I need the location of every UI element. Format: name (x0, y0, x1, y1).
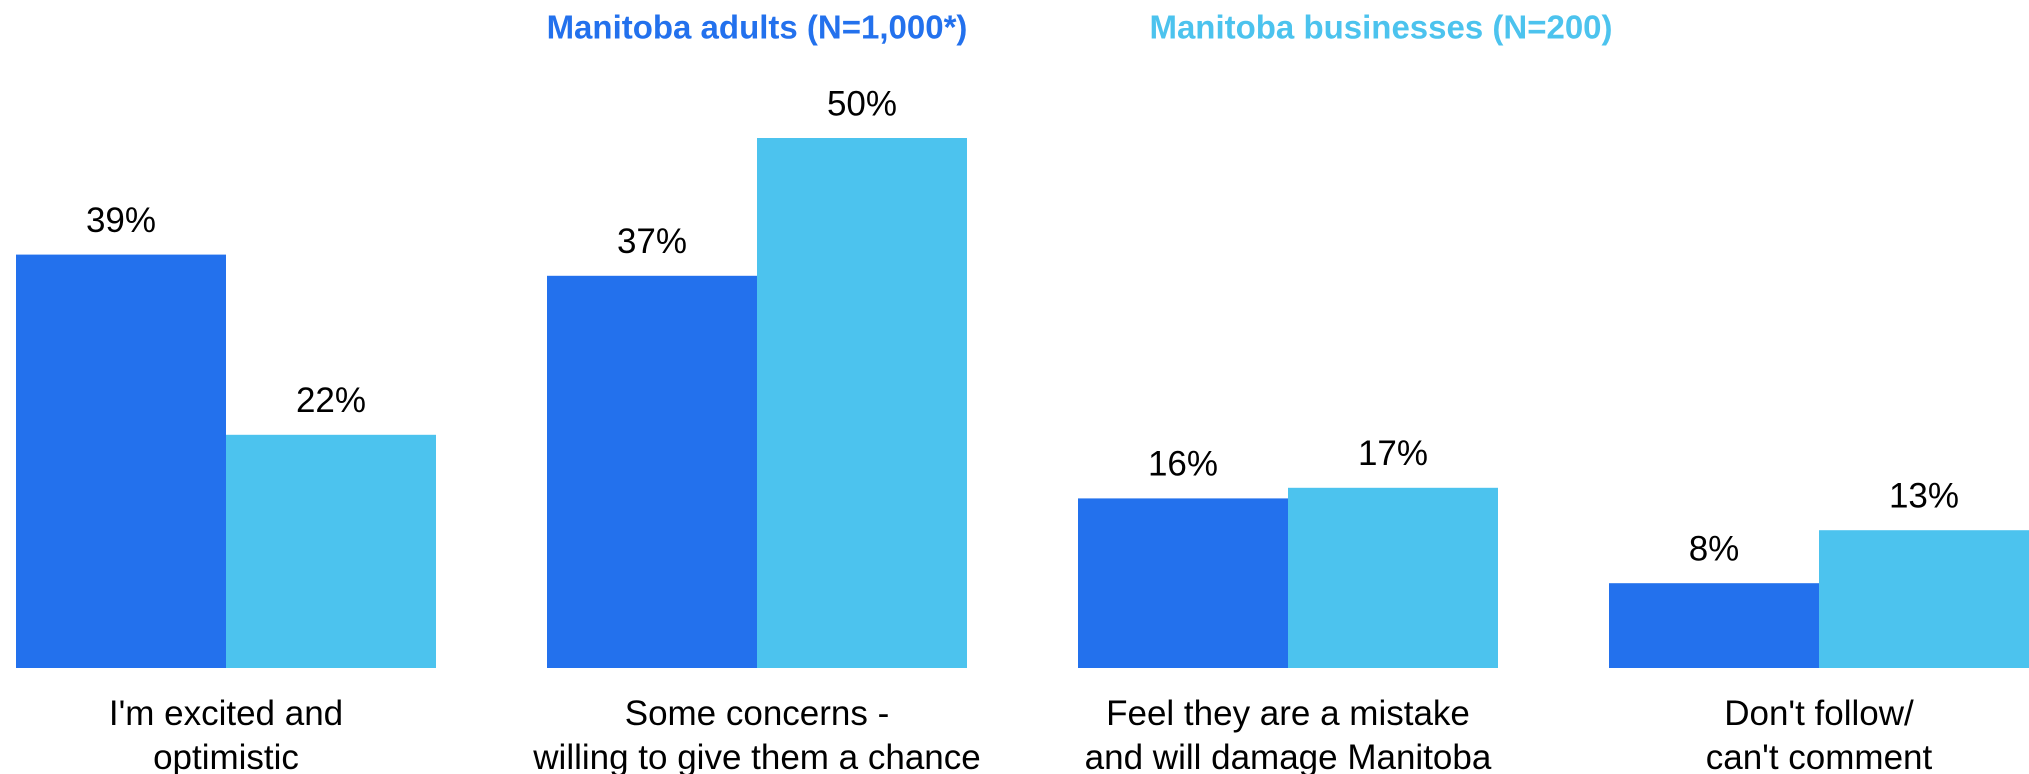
bar (1288, 487, 1498, 668)
bar (1819, 530, 2029, 668)
x-tick-label: Some concerns - willing to give them a c… (533, 694, 981, 774)
bar (547, 275, 757, 668)
value-label: 17% (1358, 434, 1428, 473)
value-label: 16% (1148, 445, 1218, 484)
value-label: 50% (827, 84, 897, 123)
x-tick-label: I'm excited and optimistic (108, 694, 344, 774)
bar (226, 434, 436, 668)
value-label: 13% (1889, 476, 1959, 515)
x-tick-label: Feel they are a mistake and will damage … (1084, 694, 1492, 774)
bar (757, 138, 967, 668)
value-label: 22% (296, 381, 366, 420)
bar (1078, 498, 1288, 668)
legend-label: Manitoba adults (N=1,000*) (547, 9, 968, 46)
legend-label: Manitoba businesses (N=200) (1149, 9, 1612, 46)
value-label: 39% (86, 201, 156, 240)
bar (16, 254, 226, 668)
bar (1609, 583, 1819, 668)
x-tick-label: Don't follow/ can't comment (1705, 694, 1933, 774)
value-label: 8% (1689, 529, 1740, 568)
value-label: 37% (617, 222, 687, 261)
